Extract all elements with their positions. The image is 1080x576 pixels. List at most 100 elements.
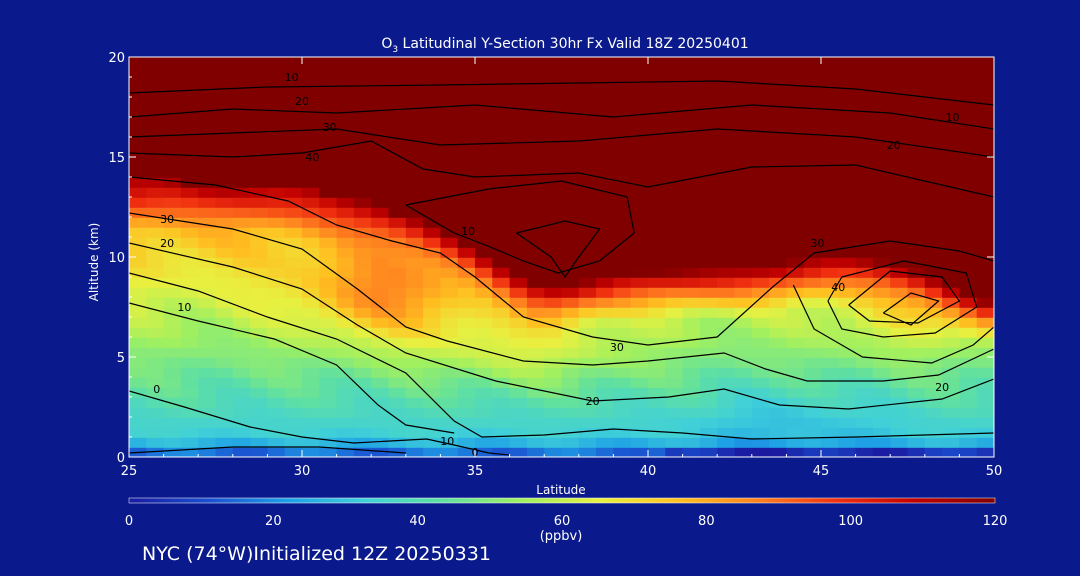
field-cell xyxy=(336,57,355,68)
field-cell xyxy=(942,357,961,368)
colorbar-tick-label: 0 xyxy=(125,514,133,529)
field-cell xyxy=(821,157,840,168)
field-cell xyxy=(769,397,788,408)
field-cell xyxy=(284,337,303,348)
field-cell xyxy=(440,177,459,188)
field-cell xyxy=(786,207,805,218)
field-cell xyxy=(561,207,580,218)
field-cell xyxy=(942,77,961,88)
field-cell xyxy=(509,117,528,128)
field-cell xyxy=(336,197,355,208)
field-cell xyxy=(648,197,667,208)
field-cell xyxy=(890,127,909,138)
field-cell xyxy=(198,317,217,328)
field-cell xyxy=(665,97,684,108)
field-cell xyxy=(526,327,545,338)
field-cell xyxy=(440,127,459,138)
field-cell xyxy=(544,427,563,438)
field-cell xyxy=(872,337,891,348)
field-cell xyxy=(924,97,943,108)
field-cell xyxy=(526,367,545,378)
field-cell xyxy=(717,157,736,168)
field-cell xyxy=(353,377,372,388)
field-cell xyxy=(786,197,805,208)
field-cell xyxy=(129,407,148,418)
field-cell xyxy=(821,447,840,457)
field-cell xyxy=(578,337,597,348)
field-cell xyxy=(475,67,494,78)
field-cell xyxy=(146,307,165,318)
field-cell xyxy=(648,437,667,448)
field-cell xyxy=(302,307,321,318)
field-cell xyxy=(699,297,718,308)
field-cell xyxy=(198,287,217,298)
field-cell xyxy=(959,367,978,378)
field-cell xyxy=(509,447,528,457)
field-cell xyxy=(353,127,372,138)
field-cell xyxy=(250,387,269,398)
field-cell xyxy=(578,97,597,108)
field-cell xyxy=(129,97,148,108)
field-cell xyxy=(803,347,822,358)
field-cell xyxy=(544,197,563,208)
field-cell xyxy=(648,167,667,178)
field-cell xyxy=(803,437,822,448)
field-cell xyxy=(613,227,632,238)
field-cell xyxy=(872,417,891,428)
field-cell xyxy=(475,87,494,98)
field-cell xyxy=(907,277,926,288)
field-cell xyxy=(578,57,597,68)
field-cell xyxy=(129,427,148,438)
field-cell xyxy=(699,287,718,298)
field-cell xyxy=(613,397,632,408)
field-cell xyxy=(198,327,217,338)
field-cell xyxy=(613,337,632,348)
field-cell xyxy=(596,267,615,278)
field-cell xyxy=(890,227,909,238)
field-cell xyxy=(353,237,372,248)
field-cell xyxy=(405,397,424,408)
field-cell xyxy=(976,447,994,457)
field-cell xyxy=(734,137,753,148)
field-cell xyxy=(423,257,442,268)
field-cell xyxy=(353,197,372,208)
field-cell xyxy=(699,367,718,378)
field-cell xyxy=(544,217,563,228)
field-cell xyxy=(457,187,476,198)
field-cell xyxy=(821,287,840,298)
field-cell xyxy=(976,67,994,78)
field-cell xyxy=(769,317,788,328)
field-cell xyxy=(267,207,286,218)
field-cell xyxy=(630,317,649,328)
field-cell xyxy=(180,57,199,68)
field-cell xyxy=(423,387,442,398)
field-cell xyxy=(544,277,563,288)
field-cell xyxy=(890,417,909,428)
field-cell xyxy=(976,57,994,68)
field-cell xyxy=(180,207,199,218)
field-cell xyxy=(924,117,943,128)
field-cell xyxy=(457,307,476,318)
field-cell xyxy=(648,367,667,378)
field-cell xyxy=(596,227,615,238)
field-cell xyxy=(371,447,390,457)
field-cell xyxy=(284,227,303,238)
field-cell xyxy=(838,57,857,68)
field-cell xyxy=(267,277,286,288)
field-cell xyxy=(682,397,701,408)
field-cell xyxy=(267,147,286,158)
field-cell xyxy=(890,407,909,418)
field-cell xyxy=(596,397,615,408)
field-cell xyxy=(751,357,770,368)
field-cell xyxy=(682,297,701,308)
field-cell xyxy=(786,247,805,258)
field-cell xyxy=(232,357,251,368)
field-cell xyxy=(336,227,355,238)
field-cell xyxy=(146,367,165,378)
field-cell xyxy=(630,267,649,278)
field-cell xyxy=(561,437,580,448)
field-cell xyxy=(336,77,355,88)
field-cell xyxy=(423,197,442,208)
field-cell xyxy=(544,167,563,178)
field-cell xyxy=(180,357,199,368)
